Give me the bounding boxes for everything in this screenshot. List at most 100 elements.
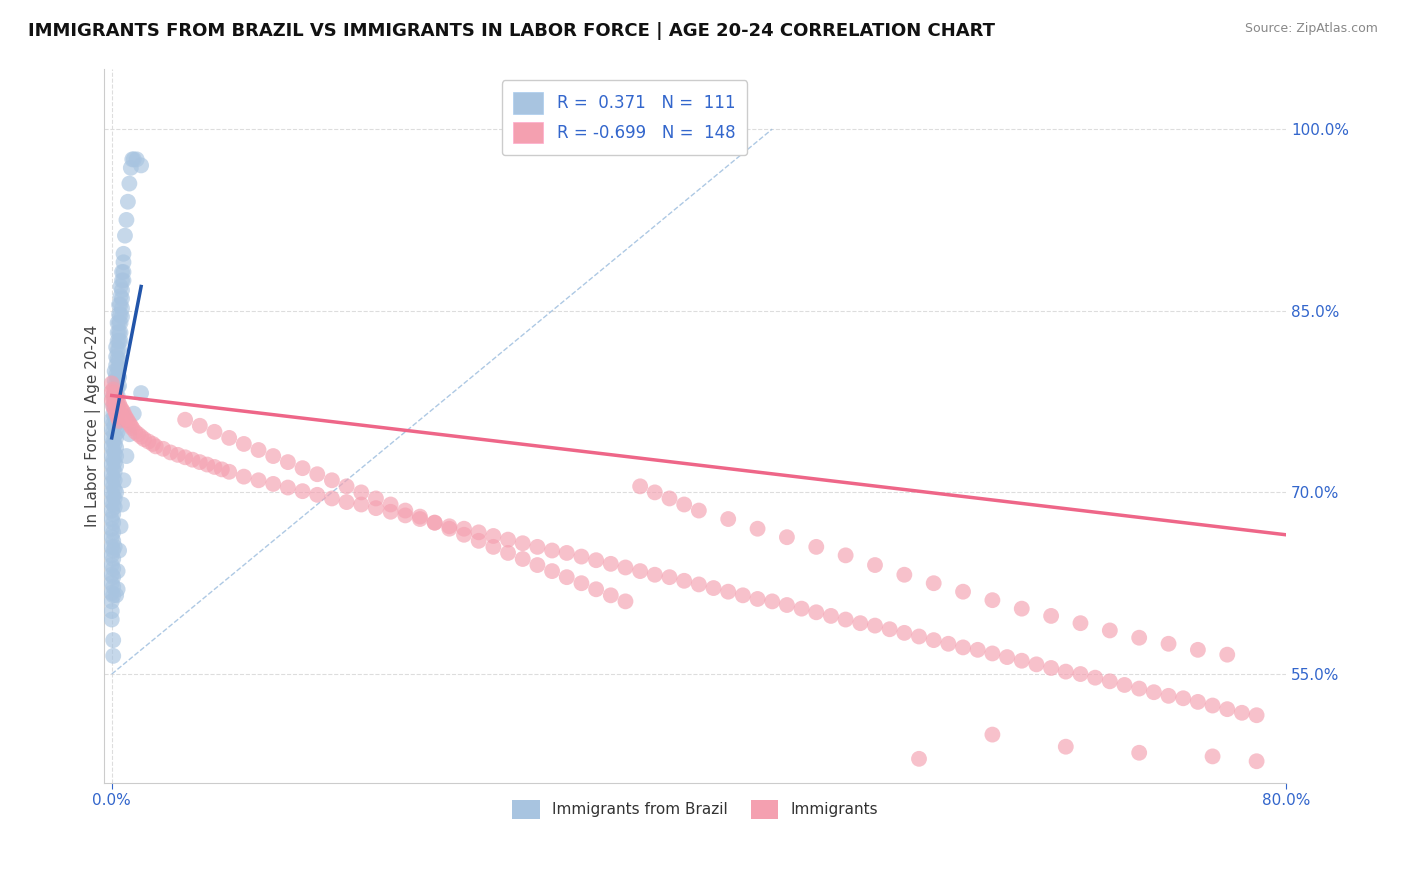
Legend: Immigrants from Brazil, Immigrants: Immigrants from Brazil, Immigrants — [506, 794, 884, 825]
Point — [100, 530, 122, 544]
Point — [129, 386, 152, 401]
Point — [105, 340, 128, 354]
Point — [673, 574, 696, 588]
Point — [108, 543, 131, 558]
Point — [1128, 681, 1150, 696]
Point — [121, 421, 143, 435]
Point — [364, 501, 387, 516]
Point — [120, 161, 142, 175]
Point — [204, 459, 226, 474]
Point — [104, 465, 127, 479]
Point — [321, 473, 343, 487]
Point — [111, 310, 134, 324]
Point — [105, 431, 128, 445]
Point — [110, 316, 132, 330]
Point — [104, 473, 127, 487]
Point — [1246, 708, 1268, 723]
Point — [761, 594, 783, 608]
Point — [100, 467, 122, 482]
Point — [644, 485, 666, 500]
Point — [321, 491, 343, 506]
Point — [108, 379, 131, 393]
Point — [107, 370, 129, 384]
Point — [112, 405, 135, 419]
Point — [277, 455, 299, 469]
Point — [174, 413, 197, 427]
Point — [107, 425, 129, 439]
Point — [105, 398, 128, 412]
Point — [555, 570, 578, 584]
Point — [1069, 667, 1091, 681]
Point — [952, 584, 974, 599]
Point — [111, 411, 134, 425]
Point — [103, 461, 125, 475]
Point — [307, 488, 329, 502]
Point — [105, 588, 128, 602]
Point — [541, 543, 564, 558]
Point — [103, 489, 125, 503]
Point — [111, 498, 134, 512]
Point — [747, 591, 769, 606]
Point — [108, 397, 131, 411]
Point — [118, 427, 141, 442]
Point — [110, 409, 132, 423]
Point — [195, 458, 218, 472]
Point — [922, 633, 945, 648]
Point — [776, 530, 799, 544]
Point — [104, 386, 127, 401]
Point — [107, 343, 129, 358]
Point — [104, 540, 127, 554]
Point — [204, 425, 226, 439]
Point — [104, 418, 127, 433]
Point — [105, 413, 128, 427]
Point — [110, 334, 132, 348]
Point — [107, 564, 129, 578]
Point — [112, 473, 135, 487]
Point — [118, 177, 141, 191]
Point — [110, 289, 132, 303]
Point — [100, 512, 122, 526]
Point — [105, 394, 128, 409]
Point — [104, 455, 127, 469]
Point — [105, 422, 128, 436]
Point — [1054, 739, 1077, 754]
Point — [107, 316, 129, 330]
Point — [922, 576, 945, 591]
Point — [100, 485, 122, 500]
Point — [100, 540, 122, 554]
Point — [103, 398, 125, 412]
Point — [364, 491, 387, 506]
Point — [103, 417, 125, 431]
Point — [103, 588, 125, 602]
Point — [380, 505, 402, 519]
Point — [409, 512, 432, 526]
Point — [129, 158, 152, 172]
Point — [1084, 671, 1107, 685]
Point — [105, 350, 128, 364]
Point — [262, 477, 284, 491]
Point — [747, 522, 769, 536]
Point — [117, 194, 139, 209]
Point — [108, 316, 131, 330]
Point — [526, 558, 548, 572]
Point — [1216, 702, 1239, 716]
Point — [806, 605, 828, 619]
Point — [107, 410, 129, 425]
Point — [100, 495, 122, 509]
Point — [103, 533, 125, 548]
Point — [526, 540, 548, 554]
Point — [262, 449, 284, 463]
Point — [541, 564, 564, 578]
Point — [599, 588, 621, 602]
Point — [790, 601, 813, 615]
Point — [1246, 754, 1268, 768]
Point — [100, 393, 122, 408]
Point — [1187, 643, 1209, 657]
Point — [103, 452, 125, 467]
Point — [908, 752, 931, 766]
Point — [132, 432, 155, 446]
Point — [104, 447, 127, 461]
Point — [291, 461, 314, 475]
Point — [482, 529, 505, 543]
Point — [439, 522, 461, 536]
